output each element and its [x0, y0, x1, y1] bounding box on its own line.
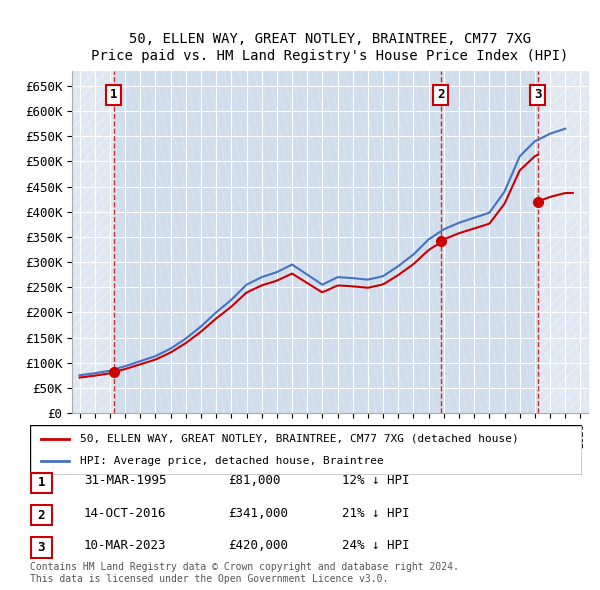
Text: 2: 2 [437, 88, 445, 101]
FancyBboxPatch shape [31, 537, 52, 558]
Text: £420,000: £420,000 [228, 539, 288, 552]
Text: £81,000: £81,000 [228, 474, 281, 487]
FancyBboxPatch shape [31, 473, 52, 493]
Title: 50, ELLEN WAY, GREAT NOTLEY, BRAINTREE, CM77 7XG
Price paid vs. HM Land Registry: 50, ELLEN WAY, GREAT NOTLEY, BRAINTREE, … [91, 32, 569, 63]
Text: 14-OCT-2016: 14-OCT-2016 [84, 507, 167, 520]
Text: 3: 3 [534, 88, 542, 101]
Text: 3: 3 [38, 541, 45, 554]
Text: 2: 2 [38, 509, 45, 522]
Text: £341,000: £341,000 [228, 507, 288, 520]
Text: 1: 1 [110, 88, 118, 101]
Text: 1: 1 [38, 476, 45, 489]
Text: 10-MAR-2023: 10-MAR-2023 [84, 539, 167, 552]
Text: 21% ↓ HPI: 21% ↓ HPI [342, 507, 409, 520]
Text: HPI: Average price, detached house, Braintree: HPI: Average price, detached house, Brai… [80, 456, 383, 466]
FancyBboxPatch shape [30, 425, 582, 475]
FancyBboxPatch shape [31, 505, 52, 525]
Text: 12% ↓ HPI: 12% ↓ HPI [342, 474, 409, 487]
Bar [538, 71, 588, 413]
Text: 31-MAR-1995: 31-MAR-1995 [84, 474, 167, 487]
Text: 24% ↓ HPI: 24% ↓ HPI [342, 539, 409, 552]
Text: 50, ELLEN WAY, GREAT NOTLEY, BRAINTREE, CM77 7XG (detached house): 50, ELLEN WAY, GREAT NOTLEY, BRAINTREE, … [80, 434, 518, 444]
Bar [72, 71, 114, 413]
Text: Contains HM Land Registry data © Crown copyright and database right 2024.
This d: Contains HM Land Registry data © Crown c… [30, 562, 459, 584]
